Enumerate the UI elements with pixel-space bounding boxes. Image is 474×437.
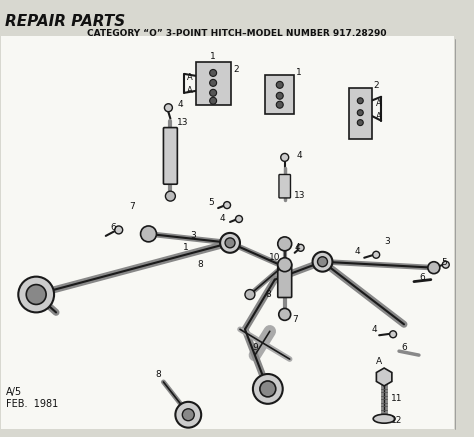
Circle shape <box>224 201 230 208</box>
Text: 4: 4 <box>219 214 225 222</box>
Text: 13: 13 <box>177 118 188 127</box>
Ellipse shape <box>373 414 395 423</box>
Circle shape <box>210 80 217 87</box>
Circle shape <box>182 409 194 421</box>
Circle shape <box>428 262 440 274</box>
Circle shape <box>297 244 304 251</box>
Text: 2: 2 <box>374 81 379 90</box>
Circle shape <box>210 69 217 76</box>
Circle shape <box>276 101 283 108</box>
Circle shape <box>210 89 217 96</box>
Text: 10: 10 <box>269 253 281 262</box>
Text: A: A <box>376 357 382 366</box>
Text: 8: 8 <box>265 290 271 299</box>
Text: 5: 5 <box>441 258 447 267</box>
Circle shape <box>281 153 289 161</box>
Text: 7: 7 <box>129 201 135 211</box>
Circle shape <box>26 284 46 305</box>
Text: 7: 7 <box>292 315 298 324</box>
Text: 4: 4 <box>295 243 301 252</box>
Text: 2: 2 <box>233 66 239 74</box>
Text: 9: 9 <box>252 343 258 352</box>
Circle shape <box>225 238 235 248</box>
Text: A: A <box>187 73 193 83</box>
Text: 11: 11 <box>392 394 403 403</box>
Circle shape <box>278 258 292 272</box>
Circle shape <box>373 251 380 258</box>
Text: A/5: A/5 <box>6 387 22 397</box>
Text: 13: 13 <box>294 191 305 200</box>
Text: 4: 4 <box>355 247 360 256</box>
Text: 8: 8 <box>155 370 161 378</box>
Circle shape <box>357 120 363 125</box>
FancyBboxPatch shape <box>164 128 177 184</box>
FancyBboxPatch shape <box>279 174 291 198</box>
Circle shape <box>165 191 175 201</box>
Text: FEB.  1981: FEB. 1981 <box>6 399 59 409</box>
Circle shape <box>220 233 240 253</box>
Circle shape <box>318 257 328 267</box>
Circle shape <box>442 261 449 268</box>
FancyBboxPatch shape <box>196 62 230 105</box>
Circle shape <box>357 98 363 104</box>
Text: 3: 3 <box>384 237 390 246</box>
Circle shape <box>141 226 156 242</box>
Text: 4: 4 <box>371 325 377 334</box>
Text: 8: 8 <box>197 260 203 269</box>
FancyBboxPatch shape <box>265 76 294 114</box>
Text: 5: 5 <box>208 198 214 207</box>
Text: REPAIR PARTS: REPAIR PARTS <box>5 14 126 29</box>
Circle shape <box>236 215 243 222</box>
Text: 3: 3 <box>191 231 196 240</box>
Polygon shape <box>376 368 392 386</box>
FancyBboxPatch shape <box>278 264 292 298</box>
Circle shape <box>276 92 283 99</box>
Circle shape <box>357 110 363 116</box>
Circle shape <box>175 402 201 428</box>
Circle shape <box>245 290 255 299</box>
Text: A: A <box>376 112 382 121</box>
Circle shape <box>278 237 292 251</box>
Circle shape <box>210 97 217 104</box>
Circle shape <box>18 277 54 312</box>
Text: 1: 1 <box>296 69 301 77</box>
Text: 6: 6 <box>419 273 425 282</box>
Circle shape <box>253 374 283 404</box>
Circle shape <box>312 252 332 272</box>
Text: A: A <box>187 87 193 95</box>
Text: 6: 6 <box>401 343 407 352</box>
Text: CATEGORY “O” 3-POINT HITCH–MODEL NUMBER 917.28290: CATEGORY “O” 3-POINT HITCH–MODEL NUMBER … <box>87 29 387 38</box>
FancyBboxPatch shape <box>1 36 454 429</box>
Circle shape <box>276 81 283 88</box>
Text: 1: 1 <box>183 243 189 252</box>
Text: 6: 6 <box>111 223 117 232</box>
Circle shape <box>390 331 397 338</box>
FancyBboxPatch shape <box>349 88 372 139</box>
Text: 1: 1 <box>210 52 216 61</box>
Circle shape <box>164 104 173 112</box>
Circle shape <box>260 381 276 397</box>
Text: 4: 4 <box>297 151 302 160</box>
Text: 4: 4 <box>178 100 183 109</box>
Text: A: A <box>376 99 382 108</box>
Text: 12: 12 <box>392 416 403 425</box>
Circle shape <box>279 309 291 320</box>
Circle shape <box>115 226 123 234</box>
